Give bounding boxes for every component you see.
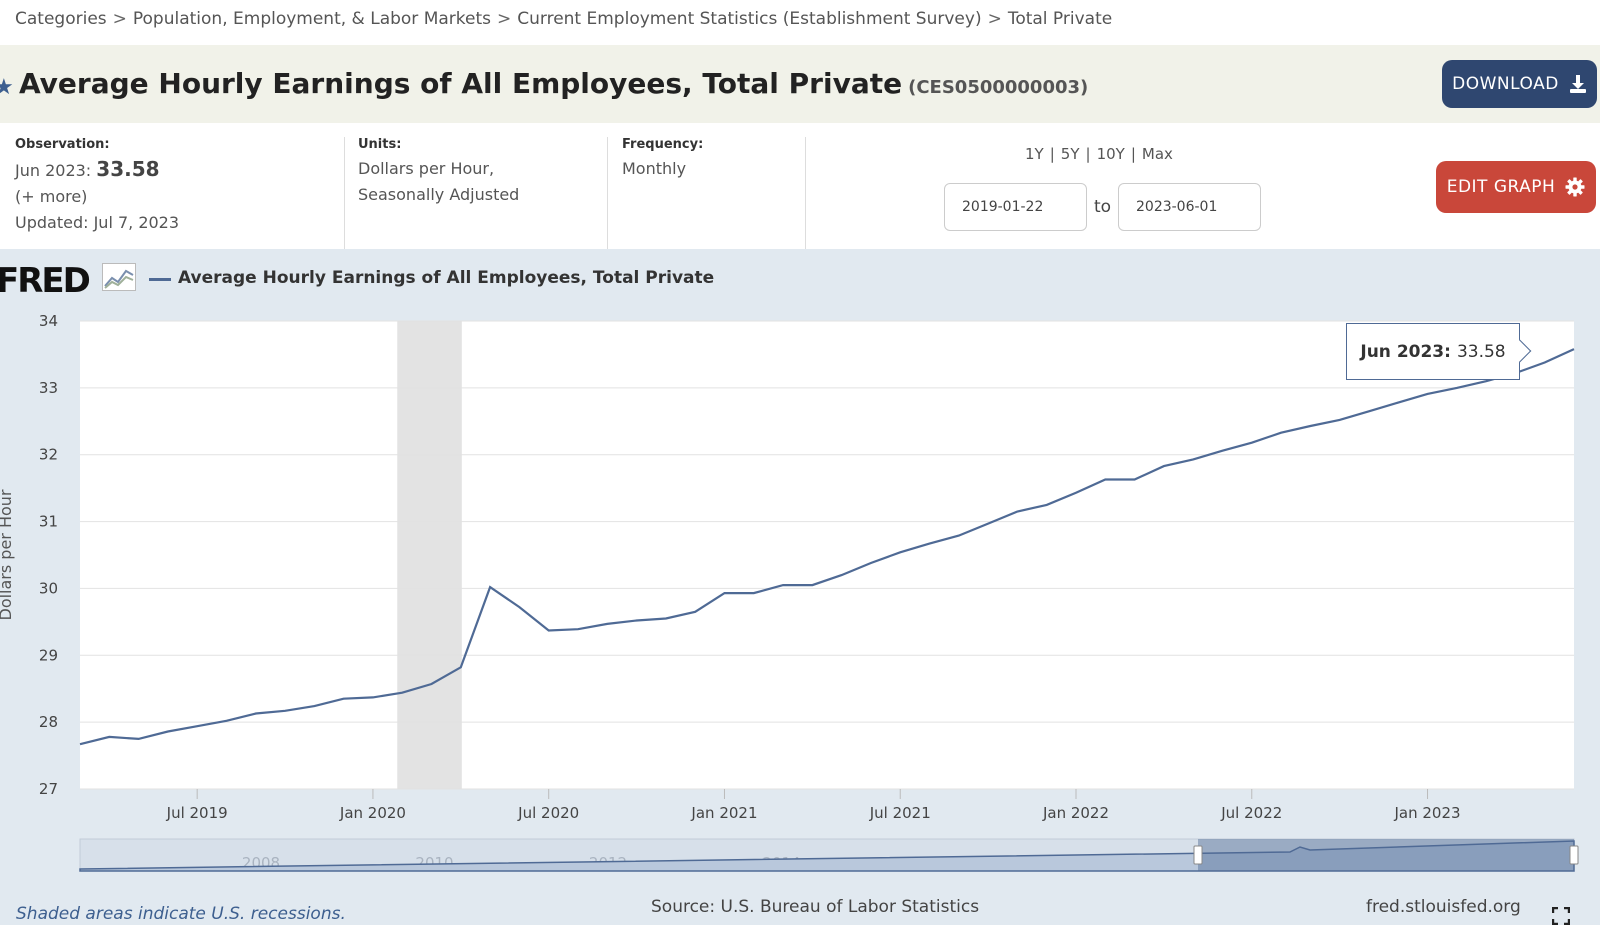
page-title-text: Average Hourly Earnings of All Employees… — [19, 67, 903, 100]
observation-line: Jun 2023: 33.58 — [15, 156, 179, 184]
x-tick-label: Jul 2021 — [869, 804, 931, 822]
range-1y[interactable]: 1Y — [1025, 145, 1044, 163]
navigator-selected-range[interactable] — [1198, 839, 1574, 871]
navigator-handle-left[interactable] — [1193, 845, 1203, 865]
y-tick-label: 27 — [39, 780, 58, 798]
meta-divider — [805, 137, 806, 249]
updated-date: Updated: Jul 7, 2023 — [15, 213, 180, 232]
units-line2: Seasonally Adjusted — [358, 185, 520, 204]
legend-swatch — [149, 278, 171, 281]
breadcrumb-link-population[interactable]: Population, Employment, & Labor Markets — [132, 9, 491, 29]
frequency-label: Frequency: — [622, 137, 704, 152]
line-chart[interactable]: 27 28 29 30 31 32 33 34 Jul 2019 Jan 2020 Jul 202… — [0, 249, 1600, 889]
series-line[interactable] — [79, 348, 1575, 746]
units-line1: Dollars per Hour, — [358, 159, 495, 178]
series-meta: Observation: Jun 2023: 33.58 (+ more) Up… — [0, 123, 1600, 249]
edit-graph-button[interactable]: EDIT GRAPH — [1436, 161, 1596, 213]
fred-logo: FRED — [0, 261, 91, 301]
y-axis-label: Dollars per Hour — [0, 489, 15, 620]
recession-shading — [397, 321, 462, 789]
observation-date: Jun 2023: — [15, 161, 92, 180]
x-tick-label: Jan 2022 — [1042, 804, 1109, 822]
meta-divider — [607, 137, 608, 249]
x-tick-label: Jan 2020 — [339, 804, 406, 822]
y-tick-label: 29 — [39, 646, 58, 664]
download-button-label: DOWNLOAD — [1452, 74, 1559, 94]
breadcrumb-separator: > — [497, 9, 512, 29]
recession-note: Shaded areas indicate U.S. recessions. — [16, 904, 346, 924]
page-title: Average Hourly Earnings of All Employees… — [19, 67, 1088, 100]
y-tick-label: 32 — [39, 446, 58, 464]
x-tick-label: Jul 2020 — [517, 804, 579, 822]
units-block: Units: Dollars per Hour, Seasonally Adju… — [358, 137, 519, 208]
tooltip-date: Jun 2023: — [1360, 341, 1451, 362]
x-tick-label: Jul 2019 — [166, 804, 228, 822]
breadcrumb-link-ces[interactable]: Current Employment Statistics (Establish… — [517, 9, 982, 29]
fred-chart-icon — [102, 263, 136, 291]
observation-label: Observation: — [15, 137, 110, 152]
y-tick-label: 34 — [39, 312, 58, 330]
download-icon — [1569, 75, 1586, 93]
title-bar: ★ Average Hourly Earnings of All Employe… — [0, 45, 1600, 123]
end-date-input[interactable]: 2023-06-01 — [1118, 183, 1261, 231]
meta-divider — [344, 137, 345, 249]
source-text: Source: U.S. Bureau of Labor Statistics — [651, 897, 980, 917]
breadcrumb-separator: > — [112, 9, 127, 29]
plot-area — [80, 321, 1574, 789]
series-id: (CES0500000003) — [908, 77, 1089, 98]
download-button[interactable]: DOWNLOAD — [1442, 60, 1597, 108]
fullscreen-icon[interactable] — [1552, 907, 1570, 925]
more-link[interactable]: (+ more) — [15, 187, 88, 206]
range-selector: 1Y | 5Y | 10Y | Max — [1025, 145, 1173, 163]
breadcrumb-link-total-private[interactable]: Total Private — [1007, 9, 1113, 29]
chart-tooltip: Jun 2023: 33.58 — [1346, 323, 1520, 380]
gear-icon — [1565, 177, 1585, 197]
breadcrumb-link-categories[interactable]: Categories — [15, 9, 107, 29]
navigator-handle-right[interactable] — [1569, 845, 1579, 865]
site-link[interactable]: fred.stlouisfed.org — [1366, 897, 1521, 917]
frequency-value: Monthly — [622, 159, 687, 178]
observation-block: Observation: Jun 2023: 33.58 (+ more) Up… — [15, 137, 179, 236]
favorite-star-icon[interactable]: ★ — [0, 75, 14, 100]
y-tick-label: 31 — [39, 513, 58, 531]
breadcrumb-separator: > — [987, 9, 1002, 29]
edit-graph-label: EDIT GRAPH — [1446, 177, 1556, 197]
legend-series-name[interactable]: Average Hourly Earnings of All Employees… — [178, 268, 715, 288]
range-5y[interactable]: 5Y — [1060, 145, 1080, 163]
x-tick-label: Jan 2021 — [690, 804, 757, 822]
date-to-label: to — [1094, 197, 1112, 217]
start-date-input[interactable]: 2019-01-22 — [944, 183, 1087, 231]
x-tick-label: Jan 2023 — [1393, 804, 1460, 822]
y-tick-label: 30 — [39, 579, 58, 597]
frequency-block: Frequency: Monthly — [622, 137, 703, 182]
breadcrumb: Categories > Population, Employment, & Lab… — [15, 9, 1112, 29]
observation-value: 33.58 — [96, 157, 160, 181]
range-10y[interactable]: 10Y — [1096, 145, 1125, 163]
range-max[interactable]: Max — [1141, 145, 1173, 163]
tooltip-value: 33.58 — [1456, 341, 1506, 362]
x-tick-label: Jul 2022 — [1220, 804, 1282, 822]
y-tick-label: 33 — [39, 379, 58, 397]
y-tick-label: 28 — [39, 713, 58, 731]
units-label: Units: — [358, 137, 402, 152]
